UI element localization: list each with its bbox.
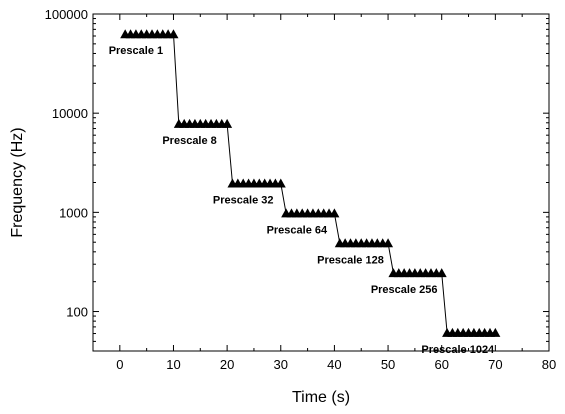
data-point-marker bbox=[168, 29, 179, 39]
ticks-layer: 0 10 20 30 40 50 60 70 80 100 1000 10000 100000 bbox=[45, 7, 557, 372]
x-tick-label: 80 bbox=[542, 357, 556, 372]
plot-area-frame bbox=[92, 13, 550, 352]
y-tick-label: 100 bbox=[66, 305, 88, 320]
x-tick-label: 50 bbox=[381, 357, 395, 372]
segment-label: Prescale 8 bbox=[162, 135, 216, 147]
x-axis-title: Time (s) bbox=[292, 389, 350, 406]
y-axis-title: Frequency (Hz) bbox=[9, 127, 26, 237]
x-tick-label: 40 bbox=[327, 357, 341, 372]
y-tick-label: 10000 bbox=[52, 106, 88, 121]
x-tick-label: 60 bbox=[434, 357, 448, 372]
data-point-marker bbox=[490, 327, 501, 337]
segment-label: Prescale 128 bbox=[317, 254, 384, 266]
segment-label: Prescale 1024 bbox=[421, 344, 495, 356]
x-tick-label: 70 bbox=[488, 357, 502, 372]
data-point-marker bbox=[275, 178, 286, 188]
x-tick-label: 10 bbox=[166, 357, 180, 372]
data-point-marker bbox=[383, 238, 394, 248]
data-point-marker bbox=[222, 118, 233, 128]
series-layer bbox=[120, 29, 501, 337]
series-line bbox=[125, 33, 496, 334]
x-tick-label: 30 bbox=[274, 357, 288, 372]
labels-layer: Prescale 1 Prescale 8 Prescale 32 Prescale … bbox=[109, 45, 495, 356]
data-point-marker bbox=[436, 268, 447, 278]
y-tick-label: 1000 bbox=[59, 205, 88, 220]
segment-label: Prescale 64 bbox=[267, 224, 328, 236]
y-tick-label: 100000 bbox=[45, 7, 88, 22]
segment-label: Prescale 256 bbox=[371, 284, 438, 296]
data-point-marker bbox=[329, 208, 340, 218]
segment-label: Prescale 32 bbox=[213, 195, 274, 207]
segment-label: Prescale 1 bbox=[109, 45, 163, 57]
x-tick-label: 0 bbox=[116, 357, 123, 372]
x-tick-label: 20 bbox=[220, 357, 234, 372]
